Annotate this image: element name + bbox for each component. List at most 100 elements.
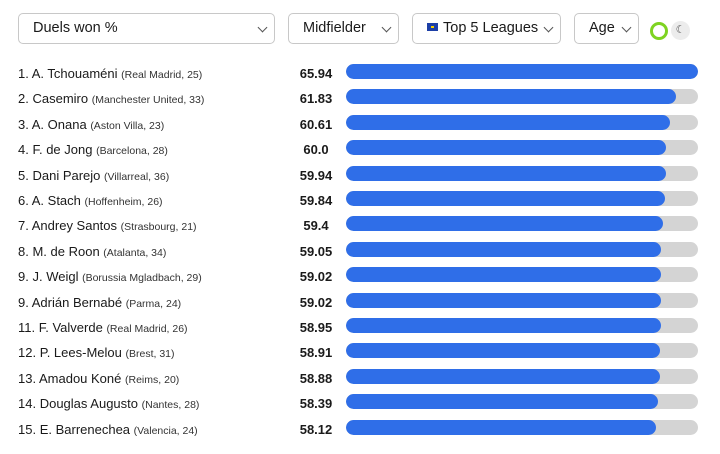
ranking-row: 9. J. Weigl (Borussia Mgladbach, 29) 59.0… <box>0 265 720 290</box>
player-club-age: (Barcelona, 28) <box>96 145 168 158</box>
player-rank: 4. <box>18 142 29 158</box>
player-label: 4. F. de Jong (Barcelona, 28) <box>18 142 168 157</box>
data-label: 59.94 <box>299 167 333 183</box>
data-label: 58.88 <box>299 370 333 386</box>
filter-toolbar: Duels won % Midfielder Top 5 Leagues Age… <box>18 13 708 46</box>
player-club-age: (Hoffenheim, 26) <box>84 196 163 208</box>
bar-track <box>346 292 698 308</box>
ranking-row: 14. Douglas Augusto (Nantes, 28) 58.39 <box>0 392 720 417</box>
position-select[interactable]: Midfielder <box>288 13 399 44</box>
toggle-icon[interactable] <box>650 22 668 40</box>
bar <box>346 114 670 130</box>
ranking-row: 3. A. Onana (Aston Villa, 23) 60.61 <box>0 113 720 138</box>
data-label: 58.91 <box>299 345 333 361</box>
ranking-row: 4. F. de Jong (Barcelona, 28) 60.0 <box>0 138 720 163</box>
metric-select-value: Duels won % <box>33 20 118 36</box>
ranking-row: 11. F. Valverde (Real Madrid, 26) 58.95 <box>0 316 720 341</box>
ranking-row: 9. Adrián Bernabé (Parma, 24) 59.02 <box>0 291 720 316</box>
metric-select[interactable]: Duels won % <box>18 13 275 44</box>
player-name: A. Tchouaméni <box>31 66 118 81</box>
data-label: 58.12 <box>299 421 333 437</box>
data-label: 60.61 <box>299 116 333 132</box>
bar-track <box>346 216 698 232</box>
bar <box>346 64 698 79</box>
bar-track <box>346 165 698 181</box>
league-select[interactable]: Top 5 Leagues <box>412 13 561 44</box>
player-name: F. de Jong <box>32 142 93 158</box>
bar-track <box>346 419 698 435</box>
player-rank: 9. <box>18 294 29 310</box>
player-name: Andrey Santos <box>31 218 118 234</box>
age-select-value: Age <box>589 20 615 36</box>
bar <box>346 267 662 283</box>
bar <box>346 419 657 435</box>
moon-icon[interactable]: ☾ <box>671 21 690 40</box>
player-name: A. Stach <box>31 193 81 208</box>
player-rank: 13. <box>18 370 37 386</box>
ranking-row: 13. Amadou Koné (Reims, 20) 58.88 <box>0 367 720 392</box>
data-label: 59.02 <box>299 269 333 285</box>
player-club-age: (Strasbourg, 21) <box>120 221 197 234</box>
player-name: Douglas Augusto <box>39 396 138 412</box>
bar <box>346 140 667 156</box>
chevron-down-icon <box>543 22 554 33</box>
player-name: Casemiro <box>32 91 89 107</box>
league-select-value: Top 5 Leagues <box>443 20 539 36</box>
bar <box>346 241 662 257</box>
player-club-age: (Nantes, 28) <box>141 399 200 412</box>
data-label: 59.4 <box>303 218 329 234</box>
player-name: J. Weigl <box>32 269 79 285</box>
player-rank: 5. <box>18 167 29 183</box>
player-rank: 2. <box>18 91 29 107</box>
chevron-down-icon <box>621 22 632 33</box>
data-label: 58.95 <box>299 320 333 335</box>
chevron-down-icon <box>381 22 392 33</box>
player-label: 13. Amadou Koné (Reims, 20) <box>18 371 179 386</box>
ranking-row: 7. Andrey Santos (Strasbourg, 21) 59.4 <box>0 214 720 239</box>
player-label: 11. F. Valverde (Real Madrid, 26) <box>18 320 188 335</box>
player-label: 6. A. Stach (Hoffenheim, 26) <box>18 193 163 208</box>
data-label: 59.05 <box>299 243 333 259</box>
data-label: 60.0 <box>303 142 329 158</box>
position-select-value: Midfielder <box>303 20 366 36</box>
bar <box>346 165 666 181</box>
player-club-age: (Brest, 31) <box>125 348 175 361</box>
data-label: 59.02 <box>299 294 333 310</box>
bar <box>346 343 661 359</box>
player-label: 7. Andrey Santos (Strasbourg, 21) <box>18 218 197 233</box>
ranking-row: 15. E. Barrenechea (Valencia, 24) 58.12 <box>0 418 720 443</box>
player-name: Adrián Bernabé <box>31 294 123 310</box>
player-label: 2. Casemiro (Manchester United, 33) <box>18 91 204 106</box>
ranking-row: 2. Casemiro (Manchester United, 33) 61.83 <box>0 87 720 112</box>
player-club-age: (Aston Villa, 23) <box>90 119 165 132</box>
player-label: 9. J. Weigl (Borussia Mgladbach, 29) <box>18 269 202 284</box>
ranking-row: 8. M. de Roon (Atalanta, 34) 59.05 <box>0 240 720 265</box>
player-name: Amadou Koné <box>38 370 122 386</box>
eu-flag-icon <box>427 23 438 31</box>
player-label: 8. M. de Roon (Atalanta, 34) <box>18 244 166 259</box>
chevron-down-icon <box>257 22 268 33</box>
ranking-row: 1. A. Tchouaméni (Real Madrid, 25) 65.94 <box>0 62 720 87</box>
age-select[interactable]: Age <box>574 13 639 44</box>
player-rank: 14. <box>18 396 37 412</box>
player-label: 3. A. Onana (Aston Villa, 23) <box>18 117 164 132</box>
bar-track <box>346 114 698 130</box>
bar-track <box>346 394 698 410</box>
data-label: 65.94 <box>299 66 333 81</box>
player-label: 14. Douglas Augusto (Nantes, 28) <box>18 396 199 411</box>
bar-track <box>346 64 698 79</box>
bar <box>346 318 661 333</box>
player-label: 15. E. Barrenechea (Valencia, 24) <box>18 422 198 437</box>
player-rank: 8. <box>18 243 29 259</box>
data-label: 59.84 <box>299 193 333 208</box>
ranking-row: 12. P. Lees-Melou (Brest, 31) 58.91 <box>0 341 720 366</box>
bar <box>346 89 677 105</box>
player-rank: 11. <box>18 320 36 335</box>
player-club-age: (Reims, 20) <box>125 373 180 386</box>
ranking-row: 6. A. Stach (Hoffenheim, 26) 59.84 <box>0 189 720 214</box>
player-name: P. Lees-Melou <box>39 345 122 361</box>
bar-track <box>346 318 698 333</box>
player-label: 12. P. Lees-Melou (Brest, 31) <box>18 345 175 360</box>
bar-track <box>346 267 698 283</box>
player-rank: 12. <box>18 345 37 361</box>
